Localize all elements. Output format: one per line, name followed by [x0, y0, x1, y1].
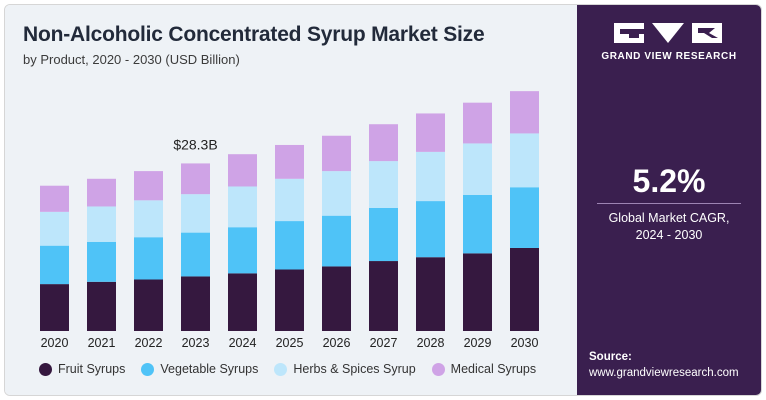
- chart-subtitle: by Product, 2020 - 2030 (USD Billion): [23, 52, 240, 67]
- chart-title: Non-Alcoholic Concentrated Syrup Market …: [23, 23, 485, 46]
- bar-herbs-spices-syrup-2022: [134, 200, 163, 238]
- x-tick-label-2024: 2024: [229, 336, 257, 350]
- bar-medical-syrups-2029: [463, 102, 492, 144]
- bar-herbs-spices-syrup-2025: [275, 178, 304, 222]
- x-tick-label-2021: 2021: [88, 336, 116, 350]
- bar-vegetable-syrups-2026: [322, 215, 351, 267]
- cagr-label: Global Market CAGR, 2024 - 2030: [577, 210, 761, 244]
- bar-herbs-spices-syrup-2020: [40, 211, 69, 246]
- stacked-bar-chart: 2020 2021 2022 2023 $28.3B 2024 2025 2026 2027 20…: [40, 91, 539, 350]
- bar-herbs-spices-syrup-2024: [228, 186, 257, 228]
- legend-swatch-vegetable-syrups: [141, 362, 155, 376]
- sidebar-panel: GRAND VIEW RESEARCH 5.2% Global Market C…: [577, 5, 761, 395]
- x-tick-label-2025: 2025: [276, 336, 304, 350]
- bar-medical-syrups-2021: [87, 178, 116, 207]
- bar-fruit-syrups-2022: [134, 279, 163, 331]
- bar-vegetable-syrups-2023: [181, 232, 210, 277]
- x-tick-label-2022: 2022: [135, 336, 163, 350]
- chart-panel: Non-Alcoholic Concentrated Syrup Market …: [5, 5, 577, 395]
- x-tick-label-2023: 2023: [182, 336, 210, 350]
- legend-swatch-medical-syrups: [431, 362, 445, 376]
- bar-medical-syrups-2020: [40, 185, 69, 212]
- brand-logo[interactable]: GRAND VIEW RESEARCH: [589, 21, 749, 62]
- infographic-card: Non-Alcoholic Concentrated Syrup Market …: [4, 4, 762, 396]
- cagr-label-line1: Global Market CAGR,: [608, 211, 730, 225]
- source-link[interactable]: www.grandviewresearch.com: [589, 367, 739, 379]
- bar-vegetable-syrups-2022: [134, 237, 163, 280]
- bar-herbs-spices-syrup-2027: [369, 161, 398, 208]
- bar-fruit-syrups-2021: [87, 281, 116, 331]
- brand-name: GRAND VIEW RESEARCH: [601, 51, 737, 62]
- bar-medical-syrups-2027: [369, 124, 398, 162]
- bar-medical-syrups-2023: [181, 163, 210, 195]
- cagr-divider: [597, 203, 741, 204]
- bar-herbs-spices-syrup-2021: [87, 206, 116, 242]
- source-block: Source: www.grandviewresearch.com: [589, 349, 739, 381]
- bar-herbs-spices-syrup-2023: [181, 194, 210, 233]
- x-tick-label-2020: 2020: [41, 336, 69, 350]
- gvr-logo-icon: [614, 23, 722, 43]
- chart-legend: Fruit Syrups Vegetable Syrups Herbs & Sp…: [39, 362, 536, 376]
- legend-item-herbs-spices-syrup: Herbs & Spices Syrup: [274, 362, 416, 376]
- source-label: Source:: [589, 351, 632, 363]
- legend-swatch-herbs-spices-syrup: [274, 362, 288, 376]
- bar-medical-syrups-2024: [228, 154, 257, 187]
- bar-vegetable-syrups-2025: [275, 221, 304, 270]
- legend-swatch-fruit-syrups: [39, 362, 52, 376]
- bar-herbs-spices-syrup-2030: [510, 133, 539, 188]
- bar-vegetable-syrups-2028: [416, 201, 445, 258]
- bar-vegetable-syrups-2030: [510, 187, 539, 248]
- bar-fruit-syrups-2025: [275, 269, 304, 331]
- cagr-value: 5.2%: [632, 163, 706, 199]
- bar-fruit-syrups-2027: [369, 261, 398, 331]
- legend-label-fruit-syrups: Fruit Syrups: [58, 362, 126, 376]
- bar-medical-syrups-2025: [275, 144, 304, 179]
- bar-medical-syrups-2028: [416, 113, 445, 152]
- bar-fruit-syrups-2026: [322, 266, 351, 331]
- bar-fruit-syrups-2029: [463, 253, 492, 331]
- x-tick-label-2027: 2027: [370, 336, 398, 350]
- bar-medical-syrups-2022: [134, 171, 163, 201]
- bar-vegetable-syrups-2021: [87, 241, 116, 282]
- x-tick-label-2030: 2030: [511, 336, 539, 350]
- x-tick-label-2029: 2029: [464, 336, 492, 350]
- legend-item-fruit-syrups: Fruit Syrups: [39, 362, 125, 376]
- legend-label-herbs-spices-syrup: Herbs & Spices Syrup: [293, 362, 416, 376]
- bar-vegetable-syrups-2020: [40, 245, 69, 285]
- bar-fruit-syrups-2020: [40, 284, 69, 331]
- legend-label-medical-syrups: Medical Syrups: [450, 362, 537, 376]
- bar-fruit-syrups-2028: [416, 257, 445, 331]
- bar-fruit-syrups-2023: [181, 276, 210, 331]
- bar-herbs-spices-syrup-2029: [463, 143, 492, 195]
- data-label-2023: $28.3B: [173, 136, 217, 152]
- bar-vegetable-syrups-2027: [369, 208, 398, 262]
- cagr-label-line2: 2024 - 2030: [635, 228, 703, 242]
- legend-item-vegetable-syrups: Vegetable Syrups: [141, 362, 258, 376]
- bar-herbs-spices-syrup-2026: [322, 171, 351, 216]
- bar-herbs-spices-syrup-2028: [416, 151, 445, 202]
- legend-item-medical-syrups: Medical Syrups: [431, 362, 537, 376]
- legend-label-vegetable-syrups: Vegetable Syrups: [160, 362, 259, 376]
- bar-fruit-syrups-2024: [228, 273, 257, 331]
- bar-vegetable-syrups-2024: [228, 227, 257, 274]
- x-tick-label-2026: 2026: [323, 336, 351, 350]
- x-tick-label-2028: 2028: [417, 336, 445, 350]
- bar-vegetable-syrups-2029: [463, 194, 492, 254]
- bar-medical-syrups-2030: [510, 91, 539, 134]
- bar-medical-syrups-2026: [322, 135, 351, 172]
- bar-fruit-syrups-2030: [510, 247, 539, 331]
